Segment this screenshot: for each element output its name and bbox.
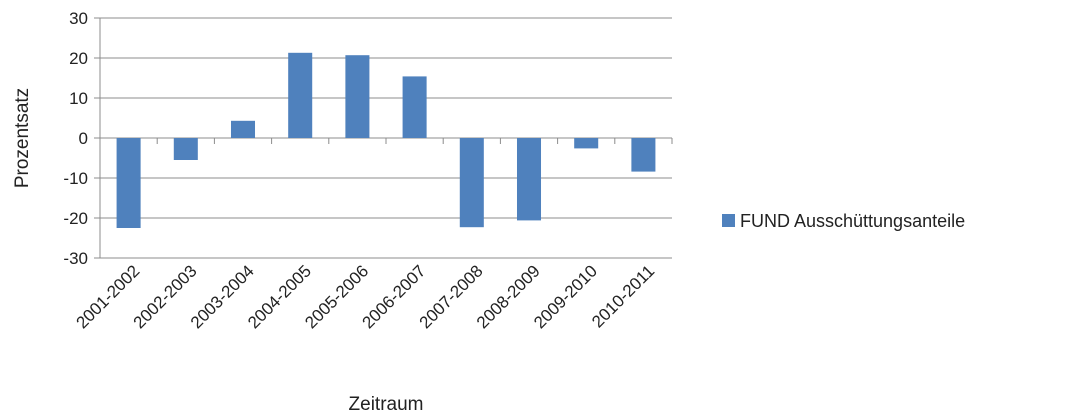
y-tick-label: 10	[69, 89, 88, 108]
legend-swatch	[722, 214, 735, 227]
bar	[459, 138, 484, 228]
bar	[631, 138, 656, 172]
y-tick-label: -10	[63, 169, 88, 188]
legend: FUND Ausschüttungsanteile	[722, 211, 965, 231]
y-tick-labels: -30 -20 -10 0 10 20 30	[63, 9, 88, 268]
y-axis-title: Prozentsatz	[12, 88, 33, 188]
bar	[402, 76, 427, 138]
bar	[345, 55, 370, 139]
bar	[288, 52, 313, 138]
x-tick-labels: 2001-20022002-20032003-20042004-20052005…	[72, 261, 658, 332]
axes	[99, 18, 673, 258]
bars	[116, 52, 656, 228]
bar	[173, 138, 198, 160]
bar	[116, 138, 141, 228]
y-tick-label: 20	[69, 49, 88, 68]
y-tick-label: -30	[63, 249, 88, 268]
x-tick-label: 2010-2011	[588, 261, 658, 331]
legend-label: FUND Ausschüttungsanteile	[740, 211, 965, 231]
y-tick-label: -20	[63, 209, 88, 228]
x-axis-title: Zeitraum	[349, 394, 424, 415]
bar	[574, 138, 599, 149]
bar	[230, 120, 256, 138]
bar	[516, 138, 542, 221]
y-tick-label: 30	[69, 9, 88, 28]
y-tick-label: 0	[79, 129, 88, 148]
